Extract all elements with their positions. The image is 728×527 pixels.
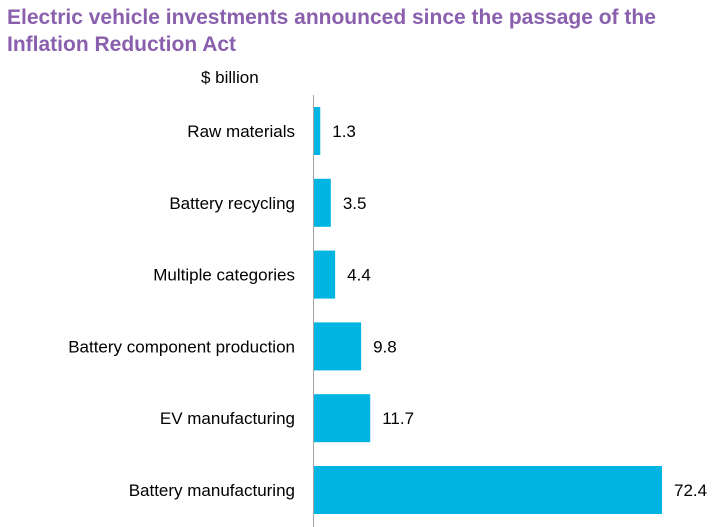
category-label: Battery manufacturing — [129, 481, 295, 500]
bar — [314, 178, 331, 227]
chart-title: Electric vehicle investments announced s… — [7, 6, 656, 56]
bar — [314, 394, 371, 443]
data-label: 11.7 — [382, 409, 414, 428]
data-label: 1.3 — [332, 122, 356, 141]
category-label: EV manufacturing — [160, 409, 295, 428]
data-label: 3.5 — [343, 194, 367, 213]
unit-label: $ billion — [201, 68, 259, 87]
data-label: 4.4 — [347, 266, 371, 285]
bar — [314, 466, 662, 514]
category-label: Battery recycling — [169, 194, 295, 213]
category-label: Raw materials — [187, 122, 295, 141]
category-label: Multiple categories — [153, 266, 295, 285]
bar — [314, 107, 321, 155]
bar — [314, 322, 362, 371]
category-label: Battery component production — [68, 337, 295, 356]
data-label: 72.4 — [674, 481, 707, 500]
bar — [314, 250, 336, 299]
data-label: 9.8 — [373, 337, 397, 356]
